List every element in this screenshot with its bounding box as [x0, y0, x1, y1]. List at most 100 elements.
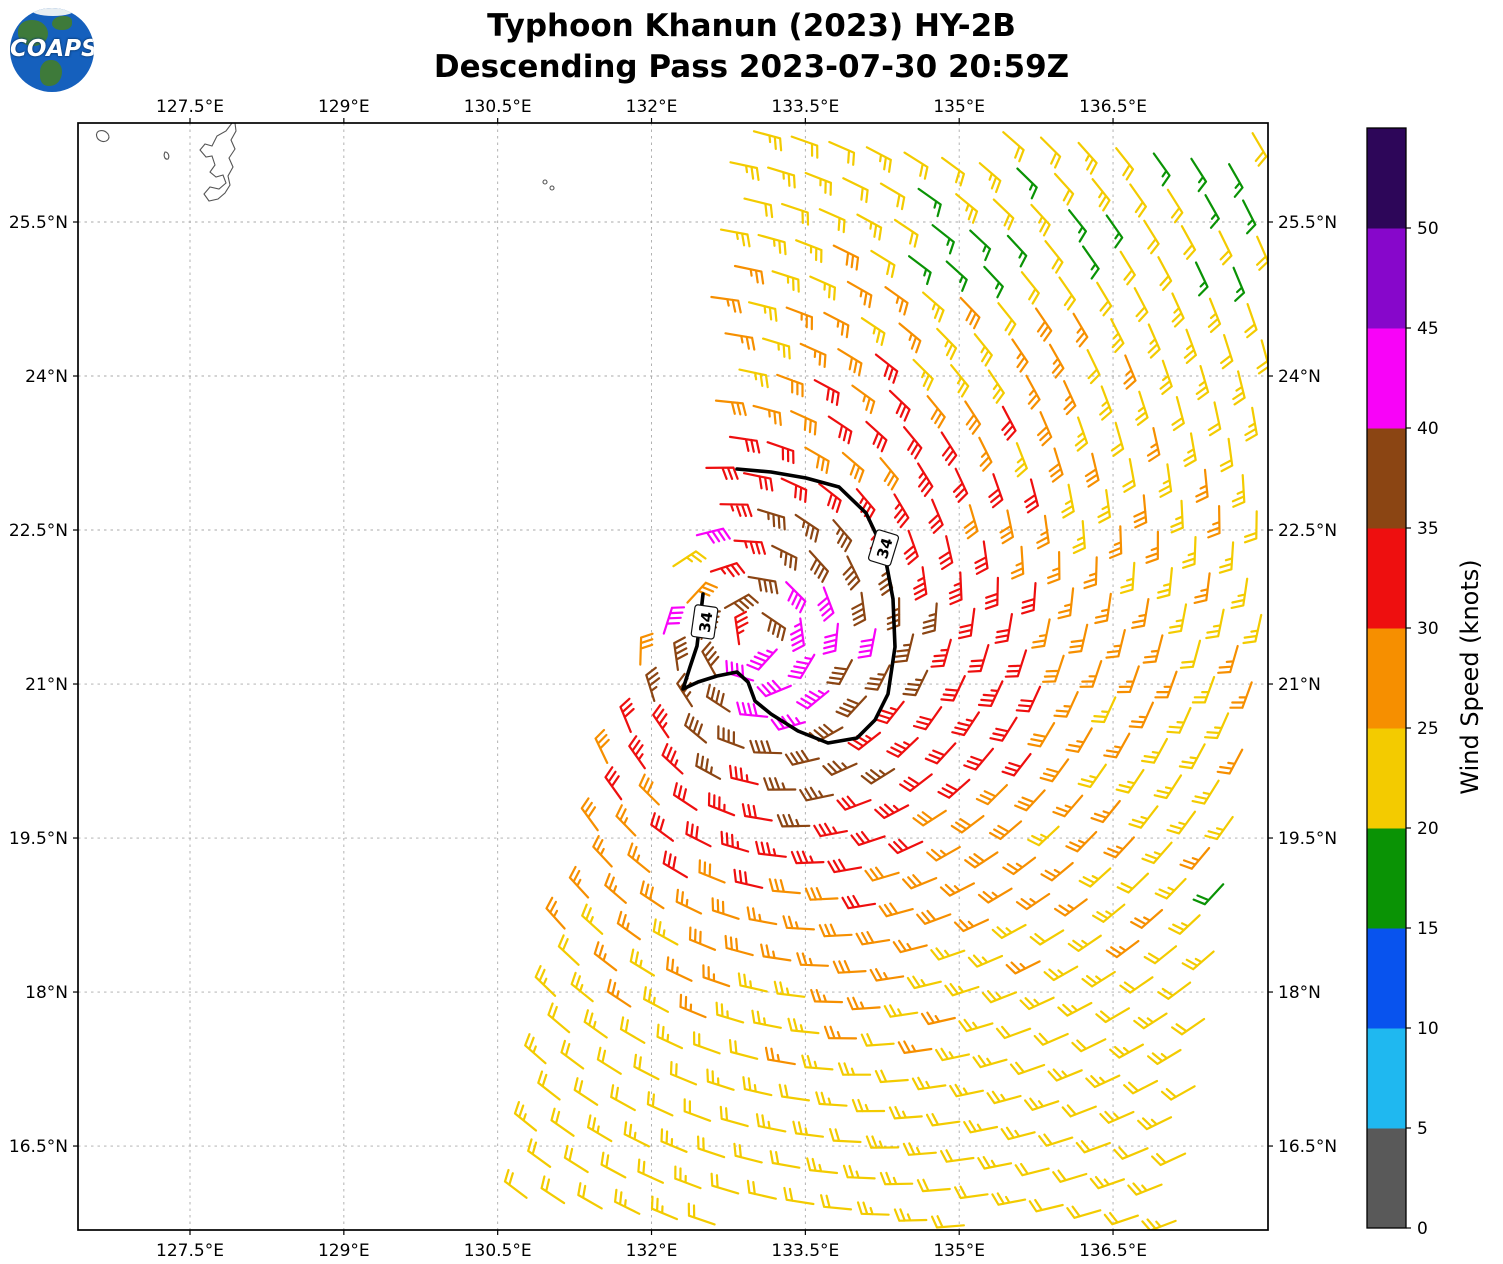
wind-barb [560, 1039, 585, 1070]
wind-barb [1002, 131, 1025, 163]
wind-barb [746, 648, 778, 671]
wind-barb [604, 766, 623, 801]
lon-tick-label-bottom: 130.5°E [464, 1241, 532, 1261]
wind-barb [583, 1009, 608, 1039]
colorbar-segment [1367, 828, 1406, 929]
wind-barb [1141, 841, 1173, 865]
wind-barb [893, 1208, 928, 1222]
wind-barb [1133, 287, 1149, 323]
wind-barb [1036, 514, 1050, 550]
wind-barb [646, 1091, 674, 1117]
wind-barb [973, 333, 993, 367]
wind-barb [801, 1054, 834, 1071]
wind-barb [638, 773, 660, 806]
wind-barb [594, 728, 610, 764]
wind-barb [1113, 1146, 1149, 1160]
wind-barb [1171, 396, 1185, 432]
wind-barb [1000, 1126, 1036, 1141]
wind-barb [1086, 349, 1101, 385]
wind-barb [600, 1151, 627, 1179]
lon-tick-label-bottom: 133.5°E [771, 1241, 839, 1261]
wind-barb [1157, 256, 1173, 291]
wind-barb [1072, 312, 1089, 348]
wind-barb [711, 897, 740, 920]
wind-barb [780, 477, 808, 503]
wind-barb [813, 822, 848, 838]
wind-barb [879, 1171, 914, 1186]
wind-barb [1182, 536, 1197, 569]
lon-tick-label-top: 132°E [626, 97, 678, 117]
wind-barb [1154, 877, 1187, 900]
wind-barb [883, 1004, 919, 1018]
wind-barb [581, 903, 604, 935]
wind-barb [734, 610, 749, 646]
lat-tick-label-right: 19.5°N [1278, 829, 1337, 849]
wind-barb [627, 842, 651, 873]
wind-barb [755, 1113, 787, 1133]
wind-barb [619, 1016, 646, 1044]
wind-barb [1195, 365, 1210, 401]
wind-barb [865, 420, 888, 453]
wind-barb [1054, 898, 1088, 917]
colorbar-title: Wind Speed (knots) [1456, 559, 1484, 795]
wind-barb [869, 968, 905, 982]
wind-barb [991, 1192, 1027, 1206]
wind-barb [1130, 908, 1164, 929]
wind-barb [941, 156, 965, 187]
colorbar-tick-label: 35 [1417, 519, 1439, 539]
lon-tick-label-top: 136.5°E [1079, 97, 1147, 117]
wind-barb [1128, 805, 1159, 829]
lat-tick-label-right: 16.5°N [1278, 1137, 1337, 1157]
lon-tick-label-top: 133.5°E [771, 97, 839, 117]
wind-barb [1068, 623, 1089, 654]
wind-barb [724, 934, 754, 957]
wind-barb [818, 482, 842, 513]
wind-barb [1115, 768, 1145, 794]
wind-barb [1030, 203, 1051, 237]
wind-barb [656, 1023, 684, 1050]
wind-barb [570, 971, 594, 1003]
wind-barb [967, 644, 990, 673]
wind-barb [1217, 644, 1239, 674]
wind-barb [865, 1135, 900, 1149]
wind-barb [563, 1144, 589, 1174]
wind-barb [823, 311, 850, 339]
wind-barb [719, 503, 753, 518]
wind-barb [822, 622, 839, 655]
wind-barb [912, 809, 947, 827]
wind-barb [1194, 261, 1209, 297]
wind-barb [540, 1175, 566, 1205]
wind-barb [1181, 950, 1215, 971]
wind-barb [864, 866, 900, 882]
colorbar-tick-label: 45 [1417, 319, 1439, 339]
wind-barb [537, 1070, 561, 1101]
wind-barb [1021, 582, 1037, 615]
colorbar-segment [1367, 328, 1406, 429]
wind-barb [981, 990, 1018, 1004]
wind-barb [1089, 1176, 1125, 1190]
wind-barb [790, 850, 825, 865]
lon-tick-label-top: 135°E [933, 97, 985, 117]
wind-barb [686, 581, 718, 604]
wind-barb [1096, 281, 1113, 317]
wind-barb [672, 550, 707, 568]
wind-barb [1103, 836, 1135, 859]
wind-barb [785, 306, 813, 331]
wind-barb [997, 302, 1017, 336]
wind-barb [1192, 883, 1225, 906]
wind-barb [1232, 266, 1246, 302]
wind-barb [1071, 1038, 1107, 1053]
wind-barb [1094, 592, 1112, 625]
wind-barb [810, 988, 844, 1004]
wind-barb [513, 1101, 538, 1132]
wind-barb [836, 795, 872, 811]
wind-barb [893, 218, 919, 248]
wind-barb [988, 473, 1004, 509]
wind-barb [1232, 370, 1246, 406]
colorbar-tick-label: 0 [1417, 1219, 1428, 1239]
wind-barb [899, 773, 933, 792]
wind-barb [1072, 520, 1086, 555]
wind-barb [827, 415, 853, 445]
colorbar-tick-label: 15 [1417, 919, 1439, 939]
wind-barb [1171, 1017, 1206, 1036]
